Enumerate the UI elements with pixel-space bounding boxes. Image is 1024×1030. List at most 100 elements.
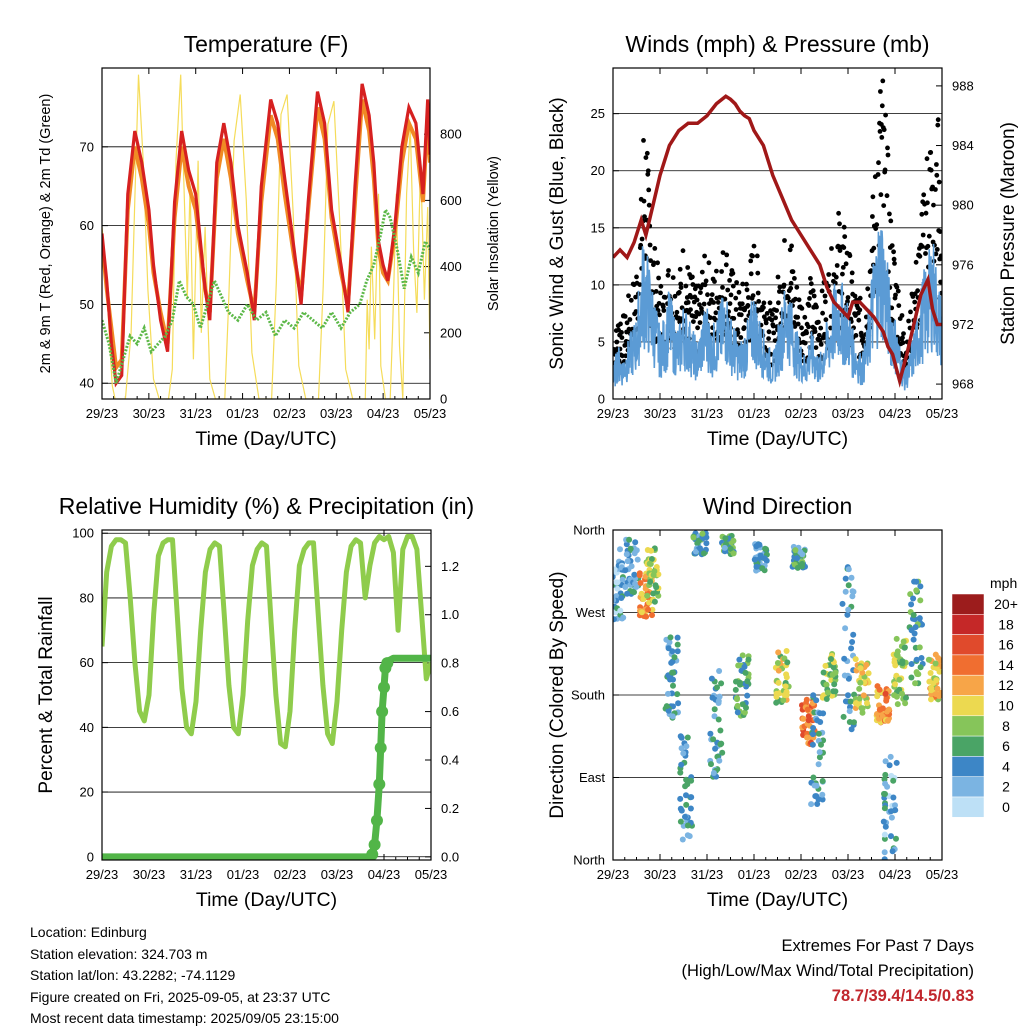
direction-point <box>631 589 637 596</box>
gust-point <box>810 288 816 294</box>
gust-point <box>885 145 890 151</box>
gust-point <box>900 340 906 346</box>
x-axis-label: Time (Day/UTC) <box>195 428 336 450</box>
direction-point <box>858 705 865 712</box>
direction-point <box>908 661 915 667</box>
gust-point <box>881 203 887 209</box>
gust-point <box>891 256 897 262</box>
gust-point <box>619 330 624 335</box>
direction-point <box>816 749 823 756</box>
gust-point <box>799 325 804 331</box>
y-tick-label: 40 <box>80 376 94 391</box>
direction-point <box>682 813 688 820</box>
x-tick-label: 01/23 <box>227 867 260 882</box>
gust-point <box>888 218 894 224</box>
colorbar-swatch <box>951 654 985 676</box>
gust-point <box>842 234 848 240</box>
colorbar-swatch <box>951 634 985 656</box>
direction-point <box>850 631 857 638</box>
direction-point <box>678 761 685 768</box>
x-tick-label: 02/23 <box>785 406 818 421</box>
gust-point <box>662 295 668 300</box>
gust-point <box>917 253 923 259</box>
direction-point <box>814 717 821 724</box>
direction-point <box>927 670 934 676</box>
x-tick-label: 04/23 <box>879 406 912 421</box>
gust-point <box>840 265 846 270</box>
direction-point <box>688 794 695 801</box>
colorbar-label: 14 <box>998 657 1014 673</box>
direction-point <box>688 777 695 784</box>
direction-point <box>669 713 676 720</box>
direction-point <box>823 696 830 702</box>
chart-title: Relative Humidity (%) & Precipitation (i… <box>59 493 474 519</box>
gust-point <box>727 278 732 283</box>
direction-point <box>773 690 780 697</box>
gust-point <box>811 293 817 299</box>
gust-point <box>856 317 862 323</box>
gust-point <box>633 309 639 314</box>
wind-speed-line <box>613 230 942 391</box>
x-tick-label: 30/23 <box>644 406 677 421</box>
direction-point <box>848 726 855 733</box>
direction-point <box>842 698 849 705</box>
x-tick-label: 05/23 <box>926 406 959 421</box>
latlon-text: Station lat/lon: 43.2282; -74.1129 <box>30 967 236 983</box>
direction-point <box>669 669 676 676</box>
x-tick-label: 31/23 <box>179 406 212 421</box>
direction-point <box>848 574 855 581</box>
gust-point <box>794 284 800 290</box>
direction-point <box>846 719 853 725</box>
direction-point <box>692 548 699 555</box>
gust-point <box>771 330 777 336</box>
direction-point <box>892 807 899 814</box>
gust-point <box>908 309 913 315</box>
y-tick-label: South <box>571 688 605 703</box>
gust-point <box>643 155 649 161</box>
plot-area <box>613 530 942 860</box>
gust-point <box>709 292 715 297</box>
gust-point <box>787 247 793 253</box>
direction-point <box>881 835 888 842</box>
direction-point <box>916 644 923 651</box>
x-tick-label: 29/23 <box>597 867 630 882</box>
gust-point <box>658 290 663 296</box>
gust-point <box>715 300 721 305</box>
direction-point <box>841 672 848 679</box>
gust-point <box>644 150 650 156</box>
direction-point <box>817 710 823 717</box>
direction-point <box>680 750 687 757</box>
gust-point <box>806 324 811 330</box>
y-tick-label: 10 <box>591 277 605 292</box>
gust-point <box>624 320 630 326</box>
direction-point <box>677 769 684 776</box>
direction-point <box>884 783 891 790</box>
direction-point <box>803 696 810 703</box>
direction-point <box>831 681 838 688</box>
direction-point <box>842 625 849 632</box>
y-right-tick-label: 980 <box>952 198 974 213</box>
gust-point <box>738 335 744 340</box>
gust-point <box>720 285 725 290</box>
gust-point <box>921 192 927 198</box>
gust-point <box>816 319 821 325</box>
direction-point <box>880 818 887 825</box>
colorbar-swatch <box>951 796 985 818</box>
gust-point <box>627 317 633 322</box>
direction-point <box>808 801 815 808</box>
gust-point <box>674 309 680 315</box>
y-right-tick-label: 200 <box>440 325 462 340</box>
direction-point <box>703 540 710 547</box>
direction-point <box>852 656 859 663</box>
gust-point <box>764 311 770 316</box>
gust-point <box>763 320 769 326</box>
direction-point <box>708 675 715 682</box>
extremes-values: 78.7/39.4/14.5/0.83 <box>831 987 974 1005</box>
gust-point <box>746 295 751 300</box>
gust-point <box>912 299 918 305</box>
direction-point <box>759 565 766 572</box>
direction-point <box>881 805 888 812</box>
direction-point <box>677 795 684 802</box>
gust-point <box>642 214 647 220</box>
direction-point <box>674 691 681 698</box>
